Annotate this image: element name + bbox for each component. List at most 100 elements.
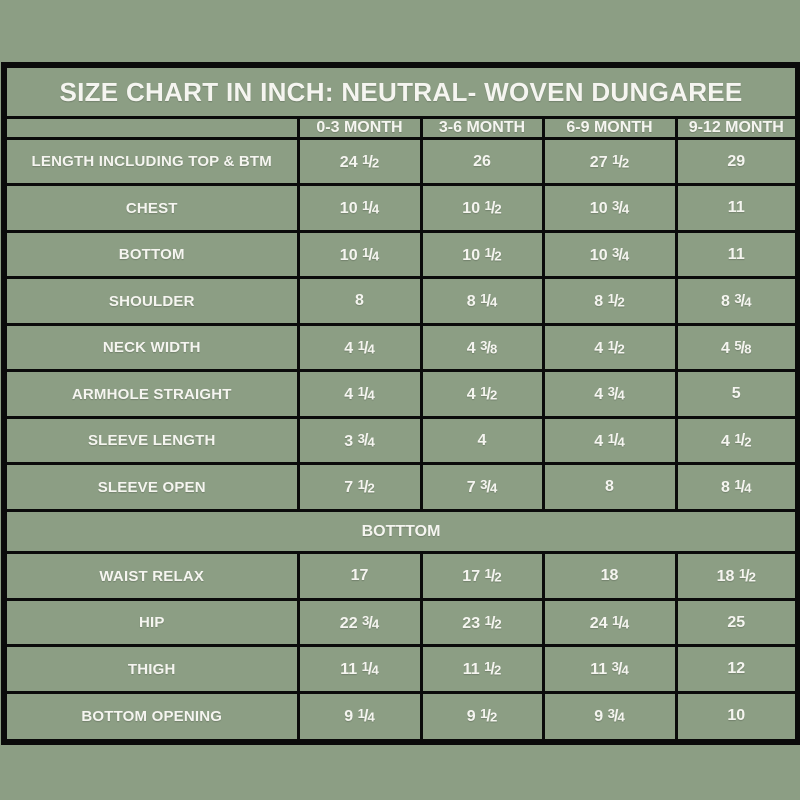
size-value-cell: 8 3/4 [674, 276, 800, 326]
size-value-cell: 18 1/2 [674, 551, 800, 601]
size-value-cell: 10 1/2 [419, 183, 545, 233]
size-value-cell: 10 1/4 [296, 183, 423, 233]
table-row: LENGTH INCLUDING TOP & BTM 24 1/2 26 27 1/2… [2, 136, 800, 187]
size-value-cell: 4 1/2 [674, 415, 800, 466]
size-value-cell: 4 1/2 [541, 322, 678, 373]
row-label: SLEEVE OPEN [2, 462, 300, 512]
fraction: 1/2 [612, 151, 630, 171]
fraction: 1/2 [484, 659, 502, 679]
fraction: 3/4 [362, 612, 380, 632]
header-row: 0-3 MONTH 3-6 MONTH 6-9 MONTH 9-12 MONTH [2, 116, 800, 140]
fraction: 5/8 [734, 337, 752, 357]
size-value-cell: 11 [674, 229, 800, 280]
page-title: SIZE CHART IN INCH: NEUTRAL- WOVEN DUNGA… [2, 63, 800, 119]
size-value-cell: 4 5/8 [674, 322, 800, 373]
section-row: BOTTTOM [2, 508, 800, 555]
size-value-cell: 17 1/2 [419, 551, 545, 601]
table-row: HIP 22 3/4 23 1/2 24 1/4 25 [2, 597, 800, 648]
fraction: 1/4 [361, 659, 379, 679]
fraction: 1/4 [357, 706, 375, 726]
size-value-cell: 10 1/2 [419, 229, 545, 280]
fraction: 1/2 [362, 151, 380, 171]
row-label: ARMHOLE STRAIGHT [2, 369, 300, 419]
row-label: NECK WIDTH [2, 322, 300, 373]
size-value-cell: 22 3/4 [296, 597, 423, 648]
table-row: SLEEVE LENGTH 3 3/4 4 4 1/4 4 1/2 [2, 415, 800, 466]
size-column-header: 9-12 MONTH [674, 116, 800, 140]
table-row: NECK WIDTH 4 1/4 4 3/8 4 1/2 4 5/8 [2, 322, 800, 373]
row-label: HIP [2, 597, 300, 648]
size-value-cell: 5 [674, 369, 800, 419]
fraction: 3/4 [357, 430, 375, 450]
size-value-cell: 9 3/4 [541, 690, 678, 744]
size-value-cell: 8 1/4 [419, 276, 545, 326]
row-label: CHEST [2, 183, 300, 233]
size-value-cell: 26 [419, 136, 545, 187]
size-value-cell: 17 [296, 551, 423, 601]
size-value-cell: 24 1/2 [296, 136, 423, 187]
size-value-cell: 10 3/4 [541, 229, 678, 280]
fraction: 1/2 [484, 566, 502, 586]
row-label: BOTTOM [2, 229, 300, 280]
row-label: BOTTOM OPENING [2, 690, 300, 744]
fraction: 1/2 [484, 244, 502, 264]
fraction: 1/2 [738, 566, 756, 586]
section-header: BOTTTOM [2, 508, 800, 555]
size-value-cell: 11 1/4 [296, 644, 423, 694]
size-value-cell: 11 1/2 [419, 644, 545, 694]
table-row: CHEST 10 1/4 10 1/2 10 3/4 11 [2, 183, 800, 233]
table-row: BOTTOM OPENING 9 1/4 9 1/2 9 3/4 10 [2, 690, 800, 744]
size-value-cell: 12 [674, 644, 800, 694]
size-value-cell: 4 1/4 [296, 322, 423, 373]
fraction: 1/2 [480, 384, 498, 404]
size-value-cell: 8 1/4 [674, 462, 800, 512]
size-column-header: 6-9 MONTH [541, 116, 678, 140]
fraction: 3/4 [734, 291, 752, 311]
size-value-cell: 29 [674, 136, 800, 187]
fraction: 1/4 [607, 430, 625, 450]
table-body: LENGTH INCLUDING TOP & BTM 24 1/2 26 27 1/2… [2, 136, 800, 744]
size-value-cell: 4 1/2 [419, 369, 545, 419]
fraction: 1/4 [480, 291, 498, 311]
size-value-cell: 4 3/4 [541, 369, 678, 419]
fraction: 3/4 [612, 244, 630, 264]
size-value-cell: 8 1/2 [541, 276, 678, 326]
size-chart-table: SIZE CHART IN INCH: NEUTRAL- WOVEN DUNGA… [1, 62, 800, 745]
size-value-cell: 11 3/4 [541, 644, 678, 694]
size-value-cell: 4 1/4 [541, 415, 678, 466]
size-value-cell: 24 1/4 [541, 597, 678, 648]
fraction: 1/4 [362, 244, 380, 264]
size-value-cell: 7 1/2 [296, 462, 423, 512]
row-label: LENGTH INCLUDING TOP & BTM [2, 136, 300, 187]
fraction: 1/2 [484, 198, 502, 218]
fraction: 1/2 [607, 291, 625, 311]
fraction: 1/2 [357, 477, 375, 496]
fraction: 3/4 [607, 706, 625, 726]
fraction: 3/4 [611, 659, 629, 679]
size-value-cell: 8 [541, 462, 678, 512]
table-row: BOTTOM 10 1/4 10 1/2 10 3/4 11 [2, 229, 800, 280]
fraction: 1/4 [734, 477, 752, 496]
size-value-cell: 4 [419, 415, 545, 466]
fraction: 1/4 [612, 612, 630, 632]
size-value-cell: 11 [674, 183, 800, 233]
fraction: 3/4 [607, 384, 625, 404]
table-row: SHOULDER 8 8 1/4 8 1/2 8 3/4 [2, 276, 800, 326]
size-value-cell: 27 1/2 [541, 136, 678, 187]
size-value-cell: 10 [674, 690, 800, 744]
row-label: SLEEVE LENGTH [2, 415, 300, 466]
size-value-cell: 10 1/4 [296, 229, 423, 280]
size-column-header: 3-6 MONTH [419, 116, 545, 140]
size-value-cell: 8 [296, 276, 423, 326]
title-row: SIZE CHART IN INCH: NEUTRAL- WOVEN DUNGA… [2, 63, 800, 119]
table-row: THIGH 11 1/4 11 1/2 11 3/4 12 [2, 644, 800, 694]
size-value-cell: 25 [674, 597, 800, 648]
size-value-cell: 10 3/4 [541, 183, 678, 233]
row-label: THIGH [2, 644, 300, 694]
fraction: 3/4 [612, 198, 630, 218]
fraction: 1/4 [362, 198, 380, 218]
size-column-header-empty [2, 116, 300, 140]
fraction: 1/2 [607, 337, 625, 357]
fraction: 3/8 [480, 337, 498, 357]
